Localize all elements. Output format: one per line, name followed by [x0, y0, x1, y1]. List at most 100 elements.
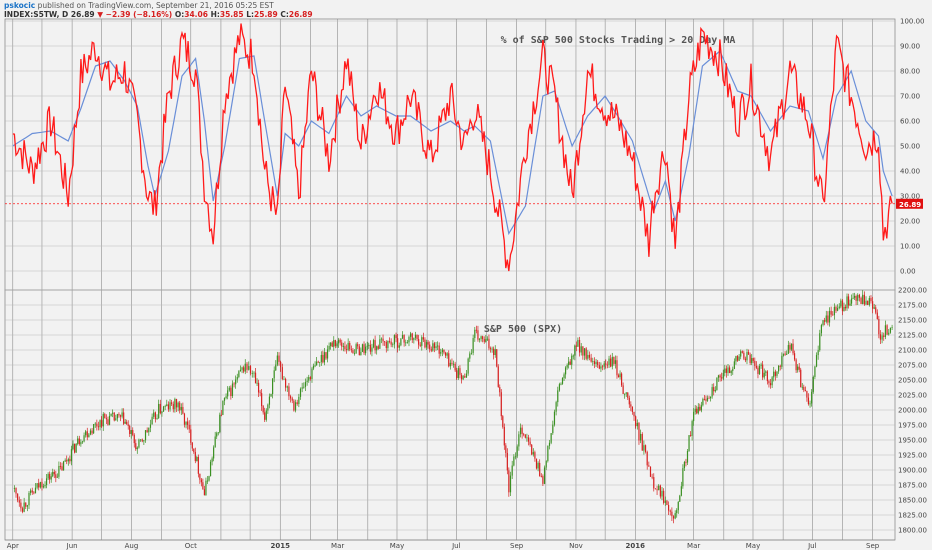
spx-candle-body [480, 336, 482, 339]
spx-candle-body [564, 367, 567, 375]
spx-candle-body [235, 379, 237, 385]
time-tick-label: Aug [125, 542, 139, 550]
spx-candle-body [194, 452, 196, 462]
time-tick-label: Nov [569, 542, 583, 550]
spx-candle-body [758, 365, 761, 374]
spx-candle-body [569, 361, 571, 365]
spx-candle-body [646, 451, 648, 466]
spx-candle-body [516, 446, 518, 457]
spx-candle-body [316, 361, 318, 366]
spx-candle-body [88, 434, 90, 438]
spx-candle-body [365, 346, 367, 354]
spx-candle-body [188, 424, 190, 430]
spx-candle-body [524, 434, 526, 438]
spx-candle-body [379, 339, 381, 349]
spx-candle-body [405, 342, 407, 344]
author-link[interactable]: pskocic [4, 1, 36, 10]
breadth-y-tick-label: 100.00 [900, 18, 925, 26]
spx-candle-body [572, 355, 574, 357]
spx-candle-body [264, 412, 266, 420]
spx-candle-body [815, 355, 818, 367]
spx-candle-body [849, 303, 851, 306]
spx-candle-body [259, 392, 261, 394]
close-value: 26.89 [288, 10, 313, 19]
spx-candle-body [190, 429, 192, 443]
spx-candle-body [828, 310, 831, 323]
published-text: published on TradingView.com, September … [37, 1, 274, 10]
spx-candle-body [91, 430, 93, 434]
spx-candle-body [424, 339, 426, 348]
spx-candle-body [223, 398, 226, 401]
spx-candle-body [363, 344, 365, 354]
spx-candle-body [347, 342, 349, 350]
spx-candle-body [177, 402, 179, 408]
spx-candle-body [699, 406, 701, 411]
time-tick-label: 2015 [271, 542, 291, 550]
spx-candle-body [795, 359, 797, 371]
spx-candle-body [421, 337, 423, 346]
spx-y-tick-label: 2150.00 [898, 317, 927, 325]
spx-y-tick-label: 1950.00 [898, 437, 927, 445]
time-axis: Apr Jun Aug Oct 2015 Mar May Jul Sep Nov 2016 Mar Ma… [5, 539, 895, 550]
spx-candle-body [640, 433, 642, 441]
spx-candle-body [105, 418, 107, 420]
spx-candle-body [451, 362, 453, 364]
spx-candle-body [38, 483, 40, 488]
spx-candle-body [36, 483, 38, 488]
spx-candle-body [622, 385, 624, 394]
spx-candle-body [702, 398, 704, 406]
spx-candle-body [325, 352, 327, 359]
spx-candle-body [62, 461, 65, 471]
spx-candle-body [537, 462, 539, 469]
spx-y-tick-label: 2200.00 [898, 287, 927, 295]
spx-candle-body [733, 361, 735, 369]
spx-candle-body [456, 370, 458, 379]
spx-candle-body [886, 325, 888, 335]
spx-chart-title: S&P 500 (SPX) [484, 324, 562, 335]
high-value: 35.85 [219, 10, 244, 19]
spx-candle-body [683, 461, 686, 469]
spx-candle-body [435, 346, 437, 349]
time-tick-label: May [746, 542, 760, 550]
spx-candle-body [73, 443, 76, 453]
spx-candle-body [613, 356, 615, 364]
spx-candle-body [203, 489, 205, 496]
spx-candle-body [792, 343, 794, 354]
spx-candle-body [521, 427, 523, 434]
spx-candle-body [358, 346, 360, 356]
spx-candle-body [392, 344, 394, 346]
spx-candle-body [270, 394, 272, 397]
spx-candle-body [161, 411, 163, 414]
spx-candle-body [529, 441, 531, 445]
spx-candle-body [331, 342, 333, 347]
spx-candle-body [15, 487, 17, 494]
high-label: H: [210, 10, 220, 19]
spx-candle-body [230, 387, 232, 397]
spx-candle-body [58, 465, 60, 477]
spx-candle-body [42, 486, 45, 488]
spx-candle-body [636, 422, 638, 427]
spx-candle-body [855, 296, 857, 301]
spx-candle-body [778, 365, 780, 372]
spx-candle-body [361, 344, 364, 352]
spx-candle-body [706, 397, 709, 401]
spx-candle-body [545, 461, 547, 468]
spx-candle-body [711, 387, 713, 397]
spx-candle-body [876, 312, 878, 320]
spx-candle-body [502, 416, 504, 427]
spx-candle-body [390, 341, 392, 345]
spx-candle-body [169, 402, 171, 410]
spx-candle-body [349, 342, 351, 350]
spx-candle-body [99, 420, 101, 428]
spx-candle-body [773, 371, 775, 378]
spx-candle-body [430, 349, 432, 351]
spx-candle-body [360, 351, 362, 356]
spx-candle-body [159, 403, 161, 414]
spx-candle-body [281, 367, 283, 380]
spx-candle-body [382, 338, 384, 342]
symbol-name[interactable]: INDEX:S5TW, D [4, 10, 69, 19]
spx-candle-body [70, 449, 73, 462]
spx-candle-body [146, 430, 148, 433]
spx-candle-body [454, 363, 456, 371]
